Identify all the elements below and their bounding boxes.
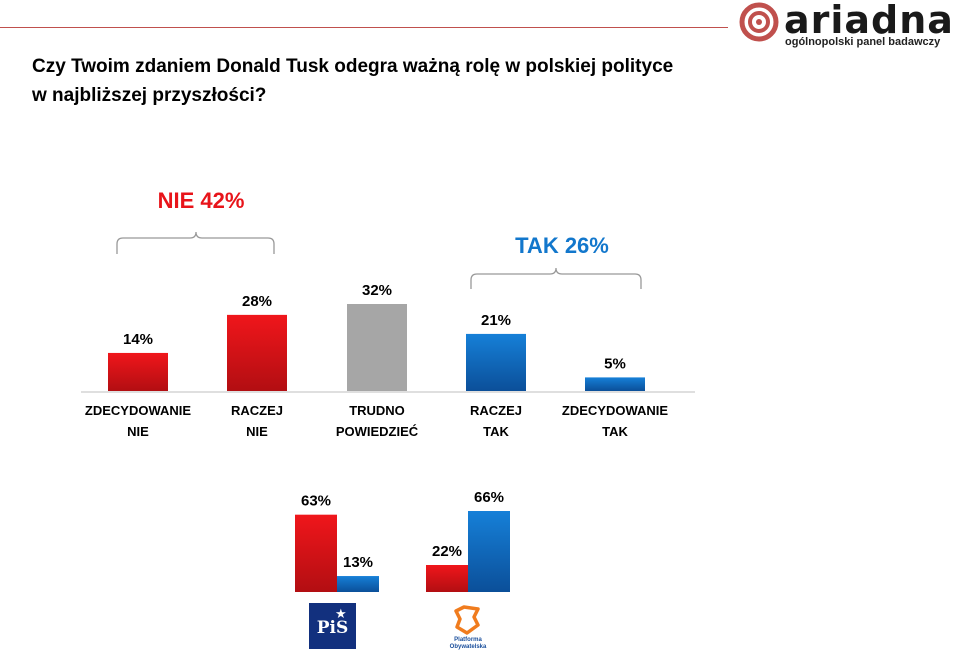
party-bar-tak (337, 576, 379, 592)
category-label: TAK (602, 424, 628, 439)
po-logo-icon (454, 605, 480, 635)
bar-zdecydowanie-tak (585, 377, 645, 391)
bar-value-label: 5% (604, 355, 626, 372)
bar-value-label: 21% (481, 312, 511, 329)
brand-name: ariadna (784, 0, 953, 42)
category-label: POWIEDZIEĆ (336, 424, 419, 439)
category-label: TAK (483, 424, 509, 439)
ariadna-logo-icon (739, 2, 779, 42)
po-logo-text: Platforma Obywatelska (440, 637, 496, 651)
group-label-no: NIE 42% (158, 188, 245, 213)
category-label: TRUDNO (349, 403, 405, 418)
po-logo-line-1: Platforma (454, 637, 482, 643)
party-bar-value-label: 13% (343, 554, 373, 571)
group-label-yes: TAK 26% (515, 233, 609, 258)
star-icon: ★ (335, 606, 347, 621)
header-rule (0, 27, 728, 28)
bar-trudno-powiedzieć (347, 304, 407, 391)
party-bar-tak (468, 511, 510, 592)
party-bar-value-label: 63% (301, 493, 331, 510)
bar-value-label: 14% (123, 331, 153, 348)
bar-value-label: 28% (242, 293, 272, 310)
question-title: Czy Twoim zdaniem Donald Tusk odegra waż… (32, 52, 772, 110)
ariadna-logo: ariadna ogólnopolski panel badawczy (736, 0, 953, 52)
bar-raczej-tak (466, 333, 526, 391)
pis-logo: ★ PiS (309, 603, 356, 649)
po-logo: Platforma Obywatelska (440, 603, 496, 653)
bar-zdecydowanie-nie (108, 352, 168, 391)
pis-logo-text: PiS (316, 618, 349, 638)
category-label: RACZEJ (470, 403, 522, 418)
category-label: ZDECYDOWANIE (85, 403, 192, 418)
party-bar-nie (295, 514, 337, 592)
category-label: NIE (246, 424, 268, 439)
category-label: ZDECYDOWANIE (562, 403, 669, 418)
party-bar-value-label: 22% (432, 543, 462, 560)
party-bar-value-label: 66% (474, 489, 504, 506)
po-logo-line-2: Obywatelska (449, 644, 487, 650)
party-bar-nie (426, 565, 468, 592)
bar-value-label: 32% (362, 282, 392, 299)
group-bracket-no (116, 231, 275, 254)
brand-tagline: ogólnopolski panel badawczy (785, 36, 941, 48)
group-bracket-yes (470, 267, 642, 289)
category-label: NIE (127, 424, 149, 439)
question-line-1: Czy Twoim zdaniem Donald Tusk odegra waż… (32, 56, 674, 77)
bar-raczej-nie (227, 314, 287, 391)
question-line-2: w najbliższej przyszłości? (32, 85, 267, 106)
category-label: RACZEJ (231, 403, 283, 418)
